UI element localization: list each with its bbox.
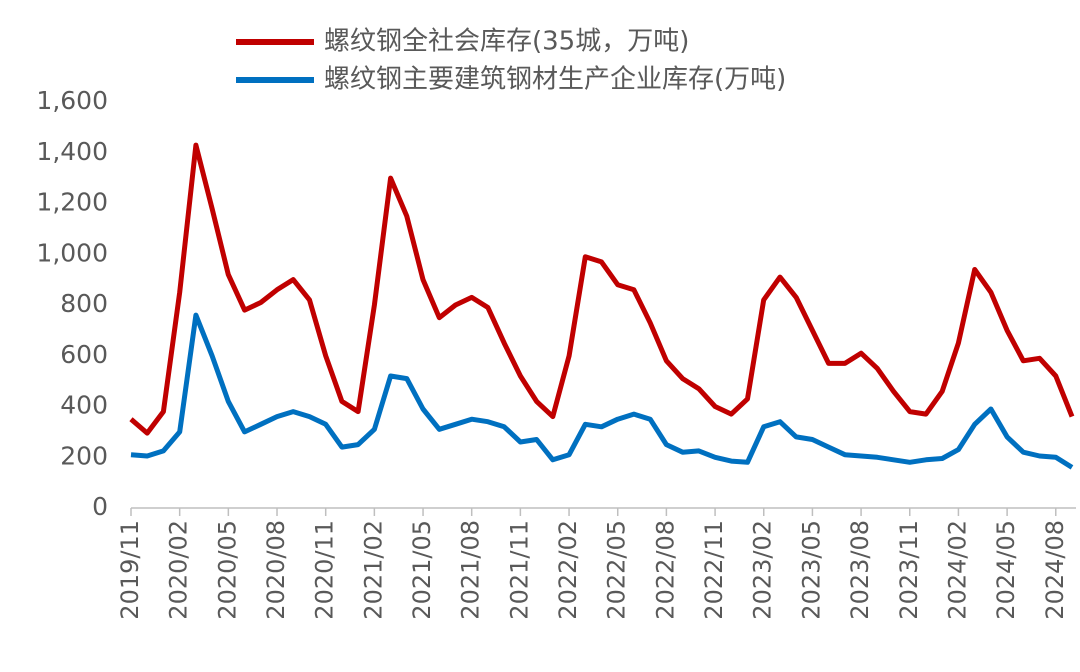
series-line — [129, 142, 1075, 436]
y-tick-label: 1,600 — [36, 86, 108, 115]
x-tick-label: 2021/11 — [505, 520, 533, 620]
y-tick-label: 800 — [60, 289, 108, 318]
x-tick-label: 2022/05 — [603, 520, 631, 620]
x-tick-label: 2024/08 — [1041, 520, 1069, 620]
x-tick-label: 2021/05 — [408, 520, 436, 620]
y-tick-label: 1,000 — [36, 238, 108, 267]
x-tick-label: 2020/02 — [165, 520, 193, 620]
x-tick-label: 2023/02 — [749, 520, 777, 620]
x-tick-label: 2020/08 — [262, 520, 290, 620]
x-tick-label: 2021/02 — [359, 520, 387, 620]
y-tick-label: 0 — [92, 492, 108, 521]
x-tick-label: 2022/02 — [554, 520, 582, 620]
y-tick-label: 1,400 — [36, 137, 108, 166]
x-tick-label: 2021/08 — [457, 520, 485, 620]
x-tick-label: 2019/11 — [116, 520, 144, 620]
x-tick-label: 2022/08 — [651, 520, 679, 620]
legend-label: 螺纹钢全社会库存(35城，万吨) — [324, 27, 689, 57]
x-tick-label: 2020/11 — [311, 520, 339, 620]
y-tick-label: 1,200 — [36, 188, 108, 217]
x-tick-label: 2023/05 — [797, 520, 825, 620]
x-tick-label: 2023/11 — [895, 520, 923, 620]
y-tick-label: 200 — [60, 441, 108, 470]
x-tick-label: 2022/11 — [700, 520, 728, 620]
series-line — [130, 312, 1074, 470]
x-tick-label: 2024/05 — [992, 520, 1020, 620]
x-tick-label: 2023/08 — [846, 520, 874, 620]
y-tick-label: 400 — [60, 391, 108, 420]
legend-label: 螺纹钢主要建筑钢材生产企业库存(万吨) — [324, 65, 786, 95]
x-tick-label: 2020/05 — [213, 520, 241, 620]
y-tick-label: 600 — [60, 340, 108, 369]
x-tick-label: 2024/02 — [943, 520, 971, 620]
